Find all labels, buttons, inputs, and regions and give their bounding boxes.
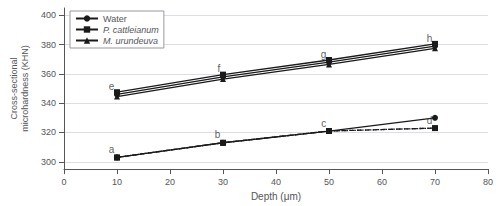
svg-text:300: 300: [41, 157, 56, 167]
svg-text:70: 70: [430, 177, 440, 187]
svg-text:Water: Water: [103, 14, 127, 24]
svg-text:d: d: [427, 115, 433, 126]
svg-text:400: 400: [41, 10, 56, 20]
svg-text:c: c: [321, 118, 326, 129]
svg-text:380: 380: [41, 40, 56, 50]
svg-text:10: 10: [112, 177, 122, 187]
svg-text:e: e: [109, 81, 115, 92]
svg-text:a: a: [109, 144, 115, 155]
svg-text:Cross-sectional: Cross-sectional: [9, 58, 19, 120]
svg-text:microhardness (KHN): microhardness (KHN): [20, 45, 30, 132]
svg-text:80: 80: [483, 177, 493, 187]
svg-text:f: f: [218, 63, 221, 74]
svg-text:Depth (μm): Depth (μm): [251, 191, 301, 202]
svg-text:40: 40: [271, 177, 281, 187]
svg-text:20: 20: [165, 177, 175, 187]
svg-text:0: 0: [61, 177, 66, 187]
svg-text:P. cattleianum: P. cattleianum: [103, 25, 159, 35]
svg-text:60: 60: [377, 177, 387, 187]
svg-text:g: g: [321, 49, 327, 60]
svg-text:50: 50: [324, 177, 334, 187]
svg-text:b: b: [215, 129, 221, 140]
svg-text:320: 320: [41, 127, 56, 137]
svg-text:30: 30: [218, 177, 228, 187]
svg-text:M. urundeuva: M. urundeuva: [103, 36, 158, 46]
svg-text:340: 340: [41, 98, 56, 108]
svg-text:h: h: [427, 33, 433, 44]
svg-text:360: 360: [41, 69, 56, 79]
